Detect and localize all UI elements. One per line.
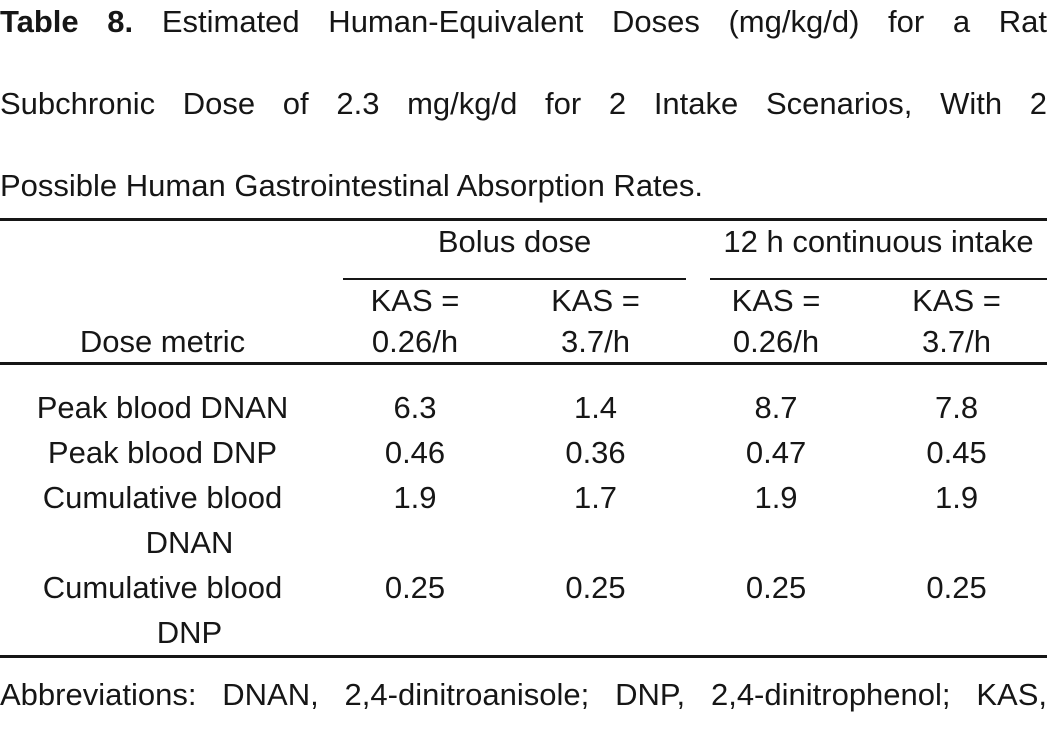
row-label-line1: Cumulative blood [42, 570, 283, 605]
cell-value: 1.9 [934, 480, 979, 515]
cell-value: 0.45 [926, 435, 987, 470]
cell-value: 1.9 [754, 480, 798, 515]
cell-value: 0.47 [745, 435, 807, 470]
caption-line-3: Possible Human Gastrointestinal Absorpti… [0, 168, 704, 203]
row-label-line2: DNAN [145, 525, 234, 560]
table-number: Table 8. [0, 4, 134, 39]
col-header-4-line1: KAS = [912, 283, 1001, 318]
cell-value: 7.8 [934, 390, 979, 425]
row-label-line1: Cumulative blood [42, 480, 283, 515]
cell-value: 1.9 [393, 480, 437, 515]
col-header-3: KAS = 0.26/h [686, 280, 867, 365]
col-header-1: KAS = 0.26/h [325, 280, 505, 365]
col-header-2: KAS = 3.7/h [505, 280, 687, 365]
cell-value: 0.36 [565, 435, 626, 470]
caption-line-1: Table 8. Estimated Human-Equivalent Dose… [0, 1, 1047, 83]
stub-header: Dose metric [0, 280, 325, 365]
col-header-2-line2: 3.7/h [561, 324, 630, 359]
table-row: Peak blood DNP 0.46 0.36 0.47 0.45 [0, 430, 1047, 475]
corner-cell [0, 220, 325, 281]
row-label: Cumulative blood DNAN [0, 475, 325, 565]
row-label-line2: DNP [156, 615, 223, 650]
col-header-1-line1: KAS = [370, 283, 460, 318]
cell-value: 0.46 [384, 435, 446, 470]
cell-value: 0.25 [505, 565, 687, 658]
group-header-bolus: Bolus dose [325, 220, 687, 280]
cell-value: 1.7 [573, 480, 618, 515]
table-row: Cumulative blood DNAN 1.9 1.7 1.9 1.9 [0, 475, 1047, 565]
col-header-4: KAS = 3.7/h [866, 280, 1047, 365]
group-label-bolus: Bolus dose [343, 221, 687, 280]
cell-value: 8.7 [754, 390, 798, 425]
group-header-continuous: 12 h continuous intake [686, 220, 1047, 280]
row-label: Peak blood DNP [47, 435, 278, 470]
caption-text-1: Estimated Human-Equivalent Doses (mg/kg/… [161, 4, 1047, 39]
table-caption: Table 8. Estimated Human-Equivalent Dose… [0, 0, 1047, 206]
cell-value: 0.25 [686, 565, 867, 658]
group-label-continuous: 12 h continuous intake [710, 221, 1047, 280]
dose-table: Bolus dose 12 h continuous intake Dose m… [0, 218, 1047, 658]
table-row: Peak blood DNAN 6.3 1.4 8.7 7.8 [0, 364, 1047, 431]
group-header-row: Bolus dose 12 h continuous intake [0, 220, 1047, 281]
footnote-line-1: Abbreviations: DNAN, 2,4-dinitroanisole;… [0, 677, 1047, 712]
cell-value: 1.4 [573, 390, 618, 425]
col-header-3-line2: 0.26/h [732, 324, 820, 359]
row-label: Peak blood DNAN [36, 390, 289, 425]
col-header-2-line1: KAS = [551, 283, 640, 318]
caption-line-2: Subchronic Dose of 2.3 mg/kg/d for 2 Int… [0, 86, 1047, 121]
column-header-row: Dose metric KAS = 0.26/h KAS = 3.7/h KAS… [0, 280, 1047, 365]
col-header-4-line2: 3.7/h [922, 324, 991, 359]
cell-value: 6.3 [393, 390, 437, 425]
cell-value: 0.25 [325, 565, 505, 658]
col-header-1-line2: 0.26/h [371, 324, 459, 359]
cell-value: 0.25 [866, 565, 1047, 658]
table-footnote: Abbreviations: DNAN, 2,4-dinitroanisole;… [0, 675, 1047, 731]
col-header-3-line1: KAS = [731, 283, 821, 318]
table-row: Cumulative blood DNP 0.25 0.25 0.25 0.25 [0, 565, 1047, 658]
row-label: Cumulative blood DNP [0, 565, 325, 658]
